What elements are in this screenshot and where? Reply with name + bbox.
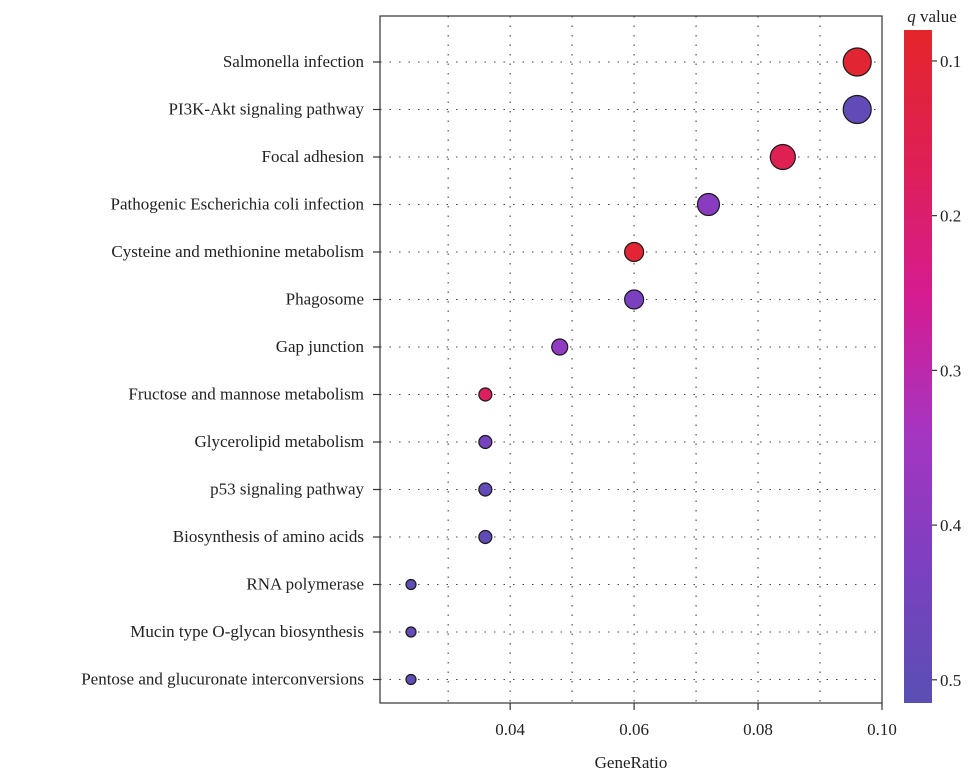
y-tick-label: Gap junction	[276, 337, 365, 356]
data-point	[405, 673, 417, 686]
colorbar: q value 0.1 0.2 0.3 0.4 0.5	[904, 7, 962, 703]
data-point	[551, 338, 569, 356]
plot-frame	[379, 15, 883, 704]
y-tick-label: PI3K-Akt signaling pathway	[169, 100, 365, 119]
data-point	[478, 387, 493, 402]
y-tick-label: Pentose and glucuronate interconversions	[81, 670, 364, 689]
colorbar-ticks: 0.1 0.2 0.3 0.4 0.5	[932, 52, 962, 690]
y-tick-label: Glycerolipid metabolism	[195, 432, 365, 451]
data-point	[405, 626, 417, 638]
y-tick-label: RNA polymerase	[246, 575, 364, 594]
colorbar-tick-label: 0.2	[940, 207, 961, 226]
data-point	[405, 578, 417, 591]
y-tick-label: Focal adhesion	[262, 147, 365, 166]
colorbar-tick-label: 0.4	[940, 516, 962, 535]
data-point	[842, 47, 872, 77]
y-tick-label: Fructose and mannose metabolism	[128, 385, 364, 404]
y-tick-label: Mucin type O-glycan biosynthesis	[130, 622, 364, 641]
y-tick-label: Phagosome	[286, 290, 364, 309]
data-point	[478, 482, 493, 497]
y-axis-labels: Salmonella infection PI3K-Akt signaling p…	[81, 52, 380, 689]
data-point	[842, 94, 872, 125]
colorbar-gradient	[904, 30, 932, 703]
y-tick-label: Biosynthesis of amino acids	[173, 527, 364, 546]
data-point	[769, 143, 796, 171]
x-tick-label: 0.04	[495, 720, 525, 739]
y-tick-label: p53 signaling pathway	[210, 480, 364, 499]
colorbar-tick-label: 0.1	[940, 52, 961, 71]
data-point	[623, 289, 645, 310]
colorbar-title-q: q	[907, 7, 916, 26]
data-point	[478, 434, 493, 450]
x-axis-label: GeneRatio	[595, 753, 668, 772]
data-points	[405, 47, 872, 686]
colorbar-title-rest: value	[916, 7, 957, 26]
x-tick-label: 0.08	[743, 720, 773, 739]
y-tick-label: Salmonella infection	[223, 52, 365, 71]
x-tick-label: 0.10	[867, 720, 897, 739]
colorbar-tick-label: 0.5	[940, 671, 961, 690]
y-tick-label: Pathogenic Escherichia coli infection	[111, 195, 365, 214]
grid-lines	[380, 16, 882, 703]
data-point	[623, 241, 645, 263]
x-tick-label: 0.06	[619, 720, 649, 739]
colorbar-title: q value	[907, 7, 957, 26]
x-axis-ticks: 0.04 0.06 0.08 0.10	[495, 703, 897, 739]
colorbar-tick-label: 0.3	[940, 361, 961, 380]
y-tick-label: Cysteine and methionine metabolism	[111, 242, 364, 261]
data-point	[478, 529, 493, 545]
data-point	[696, 192, 721, 217]
